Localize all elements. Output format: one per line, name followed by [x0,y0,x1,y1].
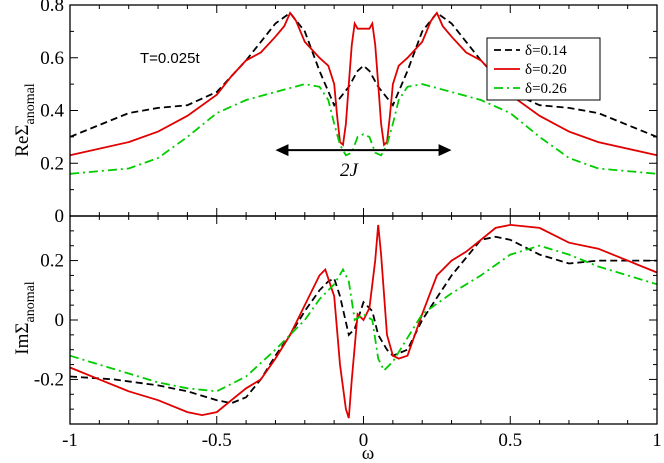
bottom-y-axis-label: ImΣanomal [12,281,38,354]
gap-arrow-head-left [275,144,289,157]
x-axis-label: ω [362,443,375,463]
top-y-tick-label: 0.2 [40,153,64,174]
bottom-series-line-2 [69,223,658,419]
top-series-group [69,11,658,175]
top-panel: 00.20.40.60.8 T=0.025t 2J δ=0.14δ=0.20δ=… [40,0,658,227]
gap-arrow-head-right [438,144,452,157]
top-y-axis-label: ReΣanomal [12,83,38,156]
bottom-x-tick-label: 1 [652,430,662,451]
bottom-x-tick-label: 0 [359,430,369,451]
bottom-y-tick-label: 0.2 [40,251,64,272]
bottom-series-line-3 [69,244,658,393]
bottom-x-tick-label: 0.5 [498,430,522,451]
bottom-y-axis-label-main: ImΣ [12,323,33,355]
legend-label-3: δ=0.26 [525,81,567,97]
bottom-panel: -0.2 0 0.2 -1 -0.5 0 0.5 1 [34,215,662,451]
top-y-tick-label: 0.4 [40,101,64,122]
gap-arrow [275,144,452,157]
top-series-line-3 [69,83,658,175]
top-y-axis-label-sub: anomal [23,83,38,124]
top-plot-frame [69,4,658,217]
top-y-axis-label-main: ReΣ [12,125,33,157]
bottom-y-axis-label-sub: anomal [23,281,38,322]
bottom-series-line-1 [69,235,657,405]
bottom-y-tick-label: 0 [55,310,65,331]
top-y-tick-label: 0.8 [40,0,64,16]
top-y-tick-label: 0.6 [40,48,64,69]
top-y-tick-label: 0 [55,206,65,227]
gap-annotation: 2J [340,160,360,181]
temperature-annotation: T=0.025t [140,50,200,67]
legend-label-1: δ=0.14 [525,43,567,59]
bottom-axes: -0.2 0 0.2 -1 -0.5 0 0.5 1 [34,215,662,451]
legend-label-2: δ=0.20 [525,62,567,78]
bottom-series-group [69,223,658,419]
bottom-y-tick-label: -0.2 [34,369,64,390]
bottom-x-tick-label: -1 [62,430,78,451]
bottom-x-tick-label: -0.5 [202,430,232,451]
top-series-line-2 [69,11,658,157]
legend: δ=0.14 δ=0.20 δ=0.26 [486,37,601,101]
top-axes: 0 0.2 0.4 0.6 0.8 [40,0,658,227]
